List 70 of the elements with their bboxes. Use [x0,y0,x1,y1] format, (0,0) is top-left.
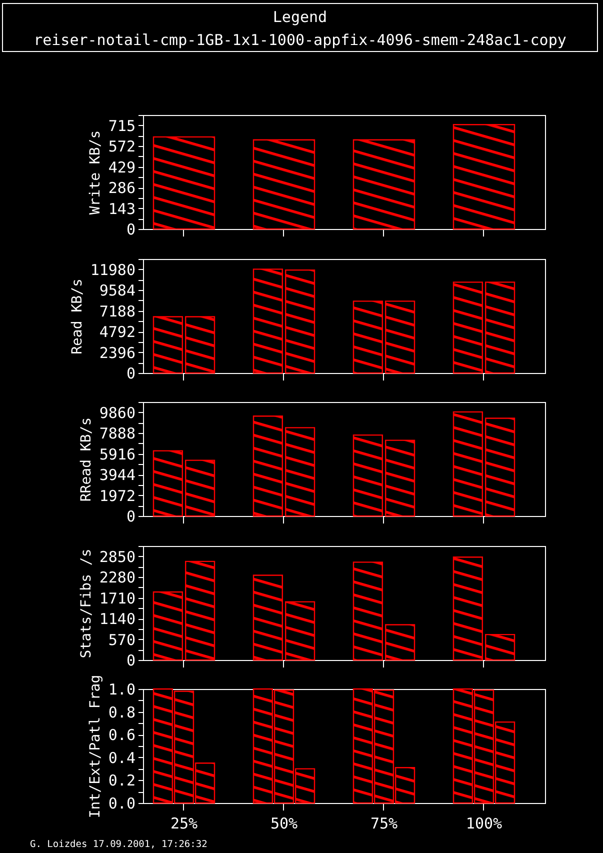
y-tick-label: 11980 [90,260,136,278]
bar [485,281,516,374]
x-tick-label: 75% [370,814,398,832]
y-tick-label: 9860 [99,404,136,422]
y-tick-label: 7188 [99,302,136,320]
y-tick-label: 2396 [99,343,136,362]
bar [185,460,216,517]
bar [352,300,383,374]
y-tick-label: 5916 [99,445,136,464]
bar [452,556,483,660]
bar [152,136,216,230]
y-tick-label: 9584 [99,281,136,300]
bar [385,300,416,374]
y-tick-label: 0.4 [108,748,136,767]
y-tick-label: 0 [126,651,136,669]
x-tick-label: 50% [270,814,298,832]
y-axis-title: Write KB/s [87,130,104,215]
bar [352,561,383,660]
text: Legend [272,8,328,26]
bar [285,600,316,660]
y-tick-label: 2280 [99,568,136,586]
y-tick-label: 1972 [99,486,136,505]
y-tick-label: 1710 [99,588,136,607]
y-tick-label: 0 [126,508,136,526]
y-axis-title: RRead KB/s [78,417,94,502]
bar [352,139,416,230]
y-axis-title: Stats/Fibs /s [78,548,94,658]
y-tick-label: 286 [108,179,136,198]
y-axis-title: Int/Ext/Patl Frag [87,674,104,818]
bar [252,574,283,660]
bar [285,427,316,517]
bar [252,268,283,374]
y-tick-label: 143 [108,200,136,218]
bar [385,440,416,517]
y-axis-title: Read KB/s [69,278,86,354]
y-tick-label: 0.0 [108,794,136,812]
bar [185,560,216,660]
y-tick-label: 429 [108,158,136,176]
y-tick-label: 2850 [99,547,136,566]
bar [385,624,416,660]
x-tick-label: 25% [170,814,198,832]
y-tick-label: 0.2 [108,772,136,790]
bar [152,316,183,374]
y-tick-label: 715 [108,116,136,135]
bar [452,411,483,517]
y-tick-label: 7888 [99,424,136,443]
bar [452,124,516,230]
bar [185,316,216,374]
y-tick-label: 1.0 [108,680,136,698]
y-tick-label: 4792 [99,322,136,341]
bar [152,450,183,517]
bar [352,434,383,517]
bar [485,633,516,660]
y-tick-label: 1140 [99,610,136,628]
y-tick-label: 3944 [99,466,136,484]
y-tick-label: 0 [126,364,136,382]
text: reiser-notail-cmp-1GB-1x1-1000-appfix-4096-smem-248ac1-copy [32,31,568,49]
y-tick-label: 570 [108,630,136,648]
bar [152,590,183,660]
text: G. Loizdes 17.09.2001, 17:26:32 [30,839,208,850]
y-tick-label: 0.8 [108,703,136,722]
bar [452,281,483,374]
bar [252,139,316,230]
bar [485,418,516,517]
y-tick-label: 0.6 [108,726,136,744]
y-tick-label: 572 [108,138,136,156]
x-tick-label: 100% [466,814,502,832]
y-tick-label: 0 [126,220,136,238]
bar [252,416,283,517]
bar [285,268,316,374]
